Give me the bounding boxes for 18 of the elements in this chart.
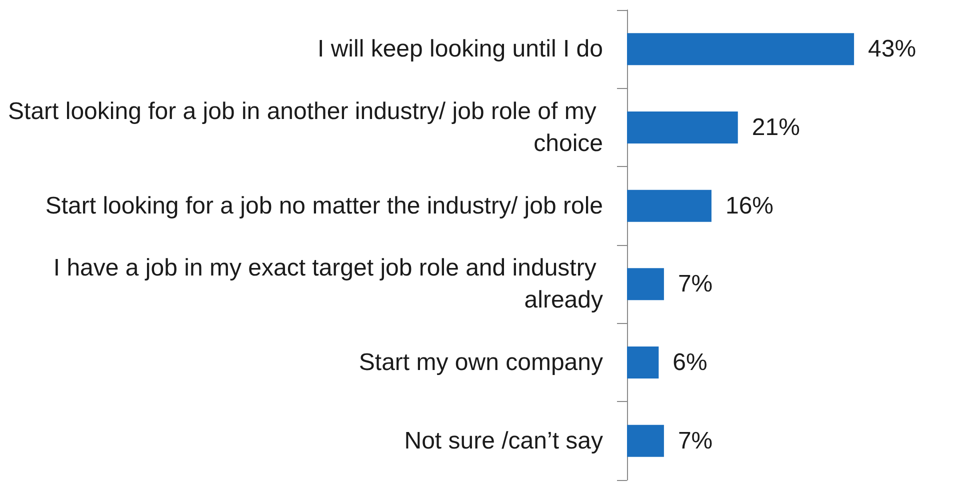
y-tick-label: Start looking for a job in another industry/ job role of my choice [8, 98, 603, 157]
y-tick-label: I will keep looking until I do [318, 36, 603, 63]
data-label: 6% [672, 349, 708, 376]
data-label: 7% [678, 270, 713, 298]
data-label: 16% [725, 192, 774, 220]
bar [627, 33, 854, 66]
bar [627, 346, 659, 378]
bar [627, 424, 664, 457]
y-tick-label: Start my own company [358, 349, 603, 376]
bar [627, 112, 738, 144]
bar [627, 268, 664, 300]
y-tick-label: I have a job in my exact target job role and industry already [53, 254, 603, 314]
data-label: 43% [868, 36, 916, 63]
y-tick-label: Start looking for a job no matter the industry/ job role [45, 192, 603, 220]
data-label: 7% [678, 427, 713, 454]
y-tick-label: Not sure /can’t say [404, 427, 603, 454]
bar [627, 190, 712, 222]
data-label: 21% [752, 114, 800, 141]
